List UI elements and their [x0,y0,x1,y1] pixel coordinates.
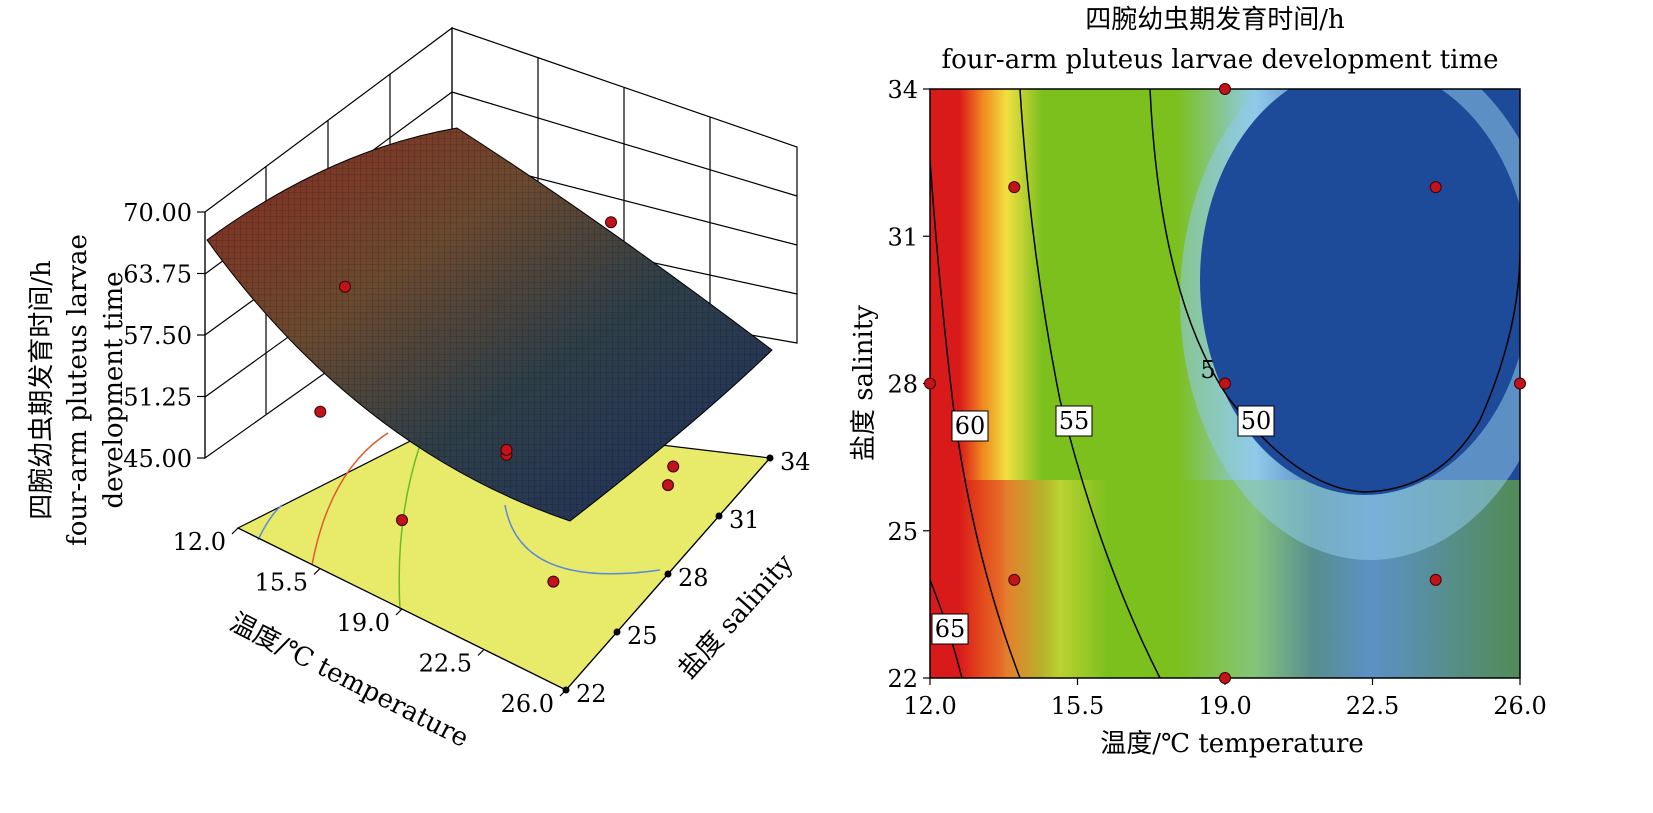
y-axis-ticks: 34 31 28 25 22 [887,76,930,693]
z-tick-label: 57.50 [123,322,192,350]
x3d-tick-label: 26.0 [501,690,554,718]
y-tick-label: 28 [887,371,918,399]
x3d-tick-mark [231,527,239,535]
y3d-tick-label: 28 [678,564,709,592]
design-point [1008,573,1021,586]
heatmap-field: 65 60 55 50 5 [930,89,1520,678]
surface-plot-3d: 70.00 63.75 57.50 51.25 45.00 12.0 15.5 19.0 22… [27,26,811,754]
design-point [1008,181,1021,194]
x3d-tick-label: 15.5 [255,569,308,597]
y3d-tick-label: 22 [576,680,607,708]
y-tick-label: 22 [887,665,918,693]
z-label-line-3: development time [99,271,129,508]
design-points-3d [314,216,680,588]
design-point [1219,83,1231,95]
design-point-3d [662,479,674,492]
y-tick-label: 34 [887,76,918,104]
z-label-line-1: 四腕幼虫期发育时间/h [27,260,57,520]
x3d-tick-label: 22.5 [419,650,472,678]
contour-title-line-2: four-arm pluteus larvae development time [941,45,1498,75]
x-tick-label: 19.0 [1198,692,1251,720]
y-axis-label: 盐度 salinity [849,305,879,461]
floor-contours [257,432,661,611]
contour-label-50: 50 [1241,407,1272,435]
design-point-3d [314,405,327,418]
y-axis-ticks-3d: 22 25 28 31 34 [562,448,811,708]
design-point [924,377,936,390]
z-tick-label: 51.25 [123,384,192,412]
design-points [924,83,1526,684]
contour-labels: 65 60 55 50 5 [931,356,1275,645]
y3d-tick-label: 34 [780,448,811,476]
surface-mesh [207,128,772,521]
x3d-tick-label: 19.0 [337,609,390,637]
x3d-axis-line [237,527,567,691]
contour-plot: 四腕幼虫期发育时间/h four-arm pluteus larvae deve… [849,5,1547,759]
design-point-3d [547,575,560,588]
x3d-tick-mark [313,568,321,575]
x-axis-ticks-3d: 12.0 15.5 19.0 22.5 26.0 [173,527,567,718]
design-point-3d [605,216,617,229]
contour-label-55: 55 [1059,407,1090,435]
y-tick-label: 31 [887,223,918,251]
design-point [1219,672,1231,684]
contour-label-60: 60 [955,412,986,440]
contour-label-65: 65 [935,615,966,643]
z-tick-label: 70.00 [123,199,192,227]
contour-title-line-1: 四腕幼虫期发育时间/h [1085,5,1345,35]
x-tick-label: 15.5 [1051,692,1104,720]
x-axis-label: 温度/℃ temperature [1100,729,1364,759]
x-tick-label: 22.5 [1346,692,1399,720]
x3d-tick-mark [477,649,485,656]
y3d-tick-label: 31 [729,506,760,534]
z-label-line-2: four-arm pluteus larvae [63,234,93,546]
contour-label-partial: 5 [1200,356,1215,384]
design-point [1429,181,1442,194]
contour-50 [1149,89,1520,493]
z-axis-label: 四腕幼虫期发育时间/h four-arm pluteus larvae deve… [27,234,129,546]
x-axis-ticks: 12.0 15.5 19.0 22.5 26.0 [903,678,1547,720]
design-point-3d [396,514,408,527]
design-point [1514,377,1526,390]
z-axis-ticks: 70.00 63.75 57.50 51.25 45.00 [123,199,205,473]
x-tick-label: 26.0 [1493,692,1546,720]
design-point [1429,573,1442,586]
y3d-axis-line [565,457,771,691]
x3d-tick-mark [395,608,403,616]
x-tick-label: 12.0 [903,692,956,720]
x3d-tick-label: 12.0 [173,528,226,556]
design-point-3d [667,460,680,473]
contour-55 [1019,89,1161,678]
y-tick-label: 25 [887,518,918,546]
y3d-tick-label: 25 [627,622,658,650]
z-tick-label: 63.75 [123,261,192,289]
z-tick-label: 45.00 [123,445,192,473]
design-point-3d [500,443,513,456]
design-point-3d [339,280,351,293]
design-point [1219,377,1231,390]
